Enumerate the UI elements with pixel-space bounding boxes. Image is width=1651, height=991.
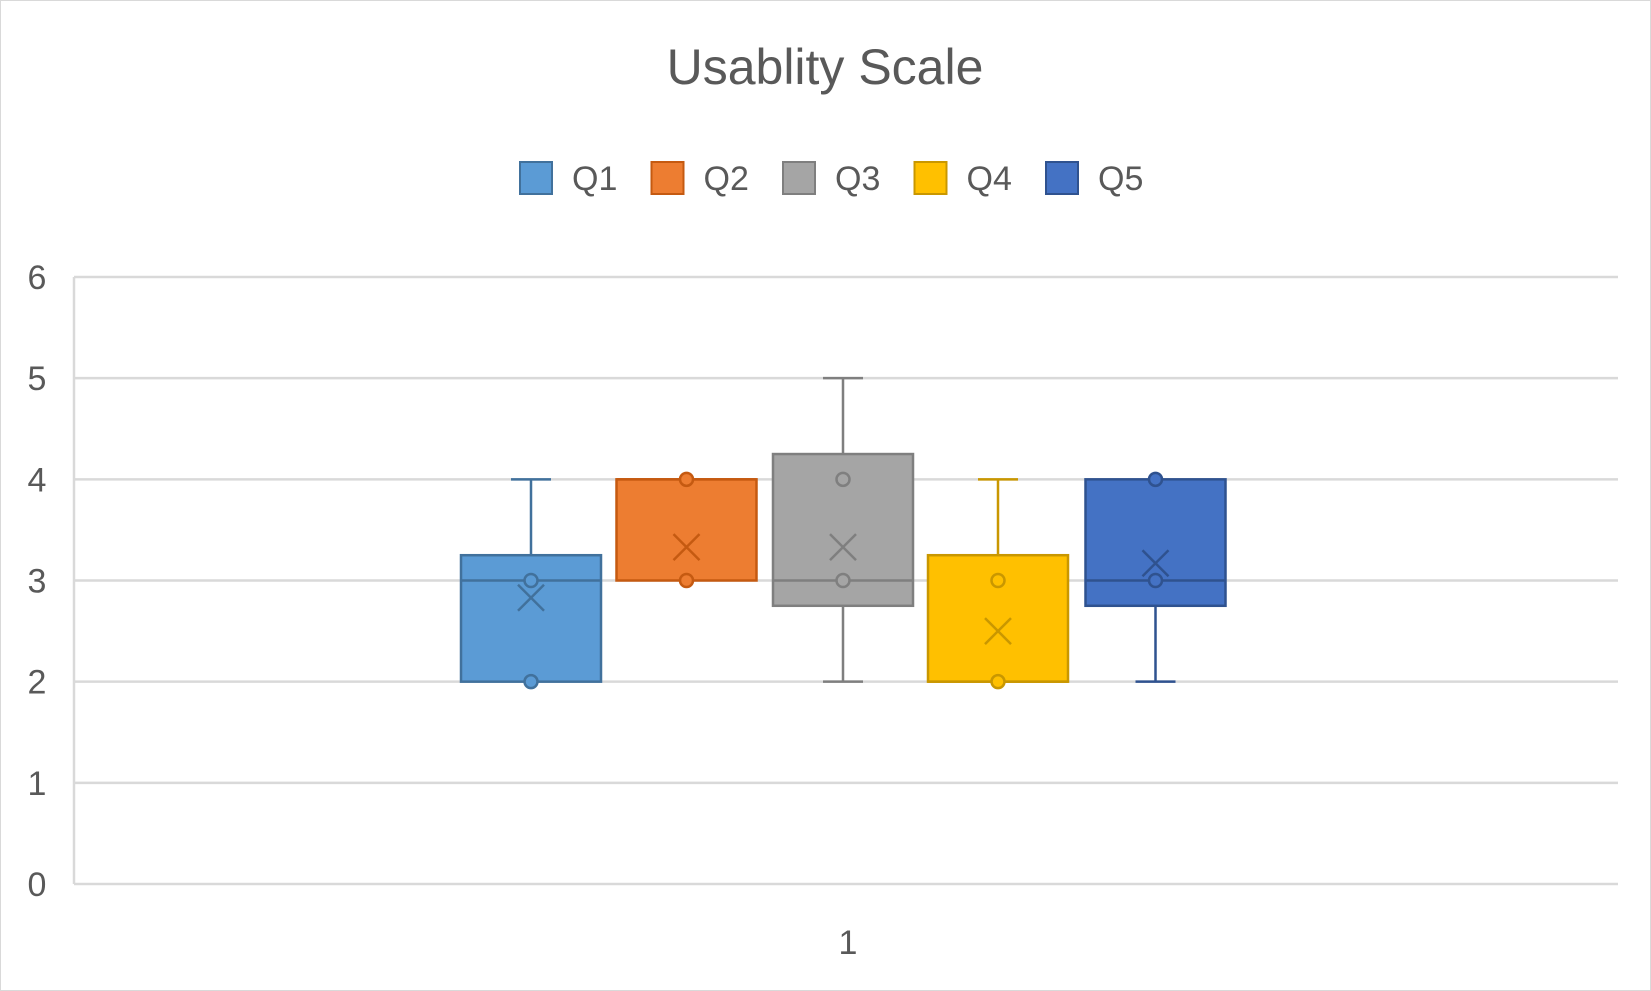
- x-tick-label: 1: [839, 924, 858, 962]
- data-point: [678, 471, 695, 488]
- data-point: [990, 673, 1006, 690]
- box-body: [615, 478, 758, 582]
- plot-area: [459, 376, 1227, 690]
- legend-label-q3: Q3: [835, 160, 880, 198]
- mean-marker: [1141, 549, 1170, 578]
- legend-swatch-q1: [519, 161, 553, 195]
- mean-marker: [829, 533, 857, 561]
- y-tick-label: 1: [28, 765, 47, 803]
- legend-swatch-q3: [782, 161, 816, 195]
- data-point: [835, 471, 851, 488]
- legend-swatch-q5: [1045, 161, 1079, 195]
- box-q1: [459, 478, 603, 690]
- y-axis: 0 1 2 3 4 5 6: [28, 259, 76, 904]
- data-point: [1147, 572, 1164, 589]
- legend-swatch-q4: [913, 161, 948, 195]
- box-q2: [615, 471, 758, 589]
- legend-label-q4: Q4: [967, 160, 1012, 198]
- x-axis: 1: [839, 924, 858, 962]
- data-point: [835, 572, 851, 589]
- legend-swatch-q2: [650, 161, 685, 195]
- box-q3: [771, 376, 915, 683]
- mean-marker: [517, 583, 545, 612]
- legend-label-q5: Q5: [1098, 160, 1143, 198]
- legend: Q1 Q2 Q3 Q4 Q5: [519, 160, 1143, 198]
- chart-title: Usablity Scale: [667, 39, 984, 95]
- y-tick-label: 3: [28, 563, 47, 601]
- data-point: [1147, 471, 1164, 488]
- data-point: [523, 572, 539, 589]
- y-tick-label: 5: [28, 360, 47, 398]
- y-tick-label: 2: [28, 664, 47, 702]
- y-tick-label: 0: [28, 866, 47, 904]
- legend-label-q1: Q1: [572, 160, 617, 198]
- y-tick-label: 6: [28, 259, 47, 297]
- data-point: [523, 673, 539, 690]
- mean-marker: [984, 617, 1012, 645]
- y-tick-label: 4: [28, 461, 47, 499]
- box-q5: [1084, 471, 1227, 683]
- legend-label-q2: Q2: [704, 160, 749, 198]
- mean-marker: [672, 533, 701, 561]
- data-point: [678, 572, 695, 589]
- box-q4: [926, 478, 1070, 690]
- data-point: [990, 572, 1006, 589]
